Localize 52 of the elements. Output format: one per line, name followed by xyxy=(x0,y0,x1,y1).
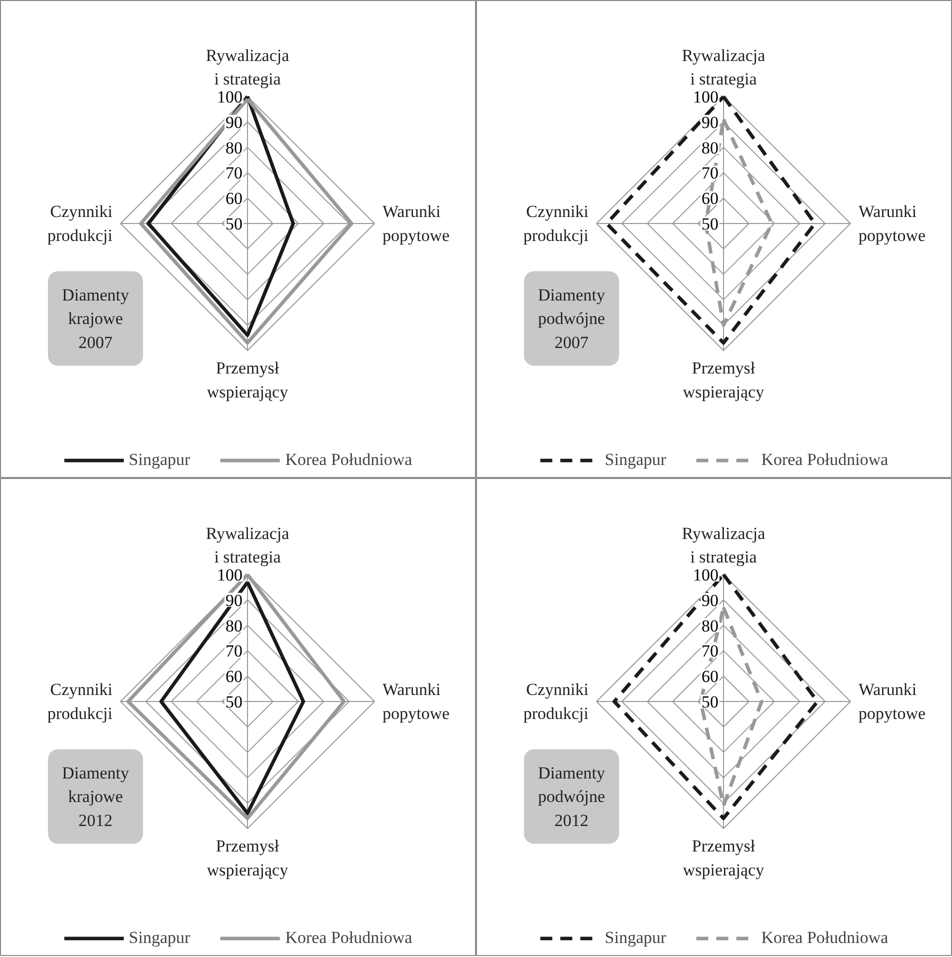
legend-label: Korea Południowa xyxy=(761,450,888,470)
y-tick-label: 100 xyxy=(217,88,242,106)
spoke-label: Warunki popytowe xyxy=(382,680,450,723)
y-tick-label: 80 xyxy=(702,138,718,158)
y-tick-label: 90 xyxy=(702,590,718,610)
spoke-label: Warunki popytowe xyxy=(858,202,926,245)
text: Diamenty krajowe 2007 xyxy=(62,285,130,352)
y-tick-label: 50 xyxy=(702,692,718,712)
y-tick-label: 90 xyxy=(226,590,242,610)
y-tick-label: 90 xyxy=(226,112,242,132)
y-tick-label: 100 xyxy=(693,566,718,584)
text: Diamenty podwójne 2007 xyxy=(538,285,606,352)
y-tick-label: 100 xyxy=(693,88,718,106)
spoke-label: Warunki popytowe xyxy=(382,202,450,245)
legend-label: Korea Południowa xyxy=(285,450,412,470)
y-tick-label: 60 xyxy=(702,667,718,686)
y-tick-label: 80 xyxy=(226,138,242,158)
y-tick-label: 60 xyxy=(226,189,242,208)
y-tick-label: 100 xyxy=(217,566,242,584)
legend-label: Singapur xyxy=(604,450,666,470)
spoke-label: Rywalizacja i strategia xyxy=(206,46,290,88)
legend-label: Korea Południowa xyxy=(285,928,412,948)
spoke-label: Czynniki produkcji xyxy=(47,680,113,723)
spoke-label: Czynniki produkcji xyxy=(523,680,589,723)
y-tick-label: 60 xyxy=(226,667,242,686)
spoke-label: Rywalizacja i strategia xyxy=(206,524,290,566)
y-tick-label: 70 xyxy=(226,642,242,661)
y-tick-label: 50 xyxy=(702,214,718,234)
spoke-label: Rywalizacja i strategia xyxy=(682,524,766,566)
y-tick-label: 90 xyxy=(702,112,718,132)
y-tick-label: 50 xyxy=(226,214,242,234)
spoke-label: Przemysł wspierający xyxy=(206,836,289,880)
spoke-label: Przemysł wspierający xyxy=(682,358,765,402)
text: Diamenty krajowe 2012 xyxy=(62,763,130,830)
spoke-label: Rywalizacja i strategia xyxy=(682,46,766,88)
legend-label: Korea Południowa xyxy=(761,928,888,948)
legend-label: Singapur xyxy=(128,928,190,948)
y-tick-label: 80 xyxy=(702,616,718,636)
spoke-label: Czynniki produkcji xyxy=(47,202,113,245)
y-tick-label: 70 xyxy=(702,164,718,183)
y-tick-label: 60 xyxy=(702,189,718,208)
legend-label: Singapur xyxy=(604,928,666,948)
spoke-label: Przemysł wspierający xyxy=(682,836,765,880)
text: Diamenty podwójne 2012 xyxy=(538,763,606,830)
spoke-label: Przemysł wspierający xyxy=(206,358,289,402)
y-tick-label: 70 xyxy=(702,642,718,661)
spoke-label: Warunki popytowe xyxy=(858,680,926,723)
y-tick-label: 50 xyxy=(226,692,242,712)
y-tick-label: 70 xyxy=(226,164,242,183)
y-tick-label: 80 xyxy=(226,616,242,636)
spoke-label: Czynniki produkcji xyxy=(523,202,589,245)
legend-label: Singapur xyxy=(128,450,190,470)
